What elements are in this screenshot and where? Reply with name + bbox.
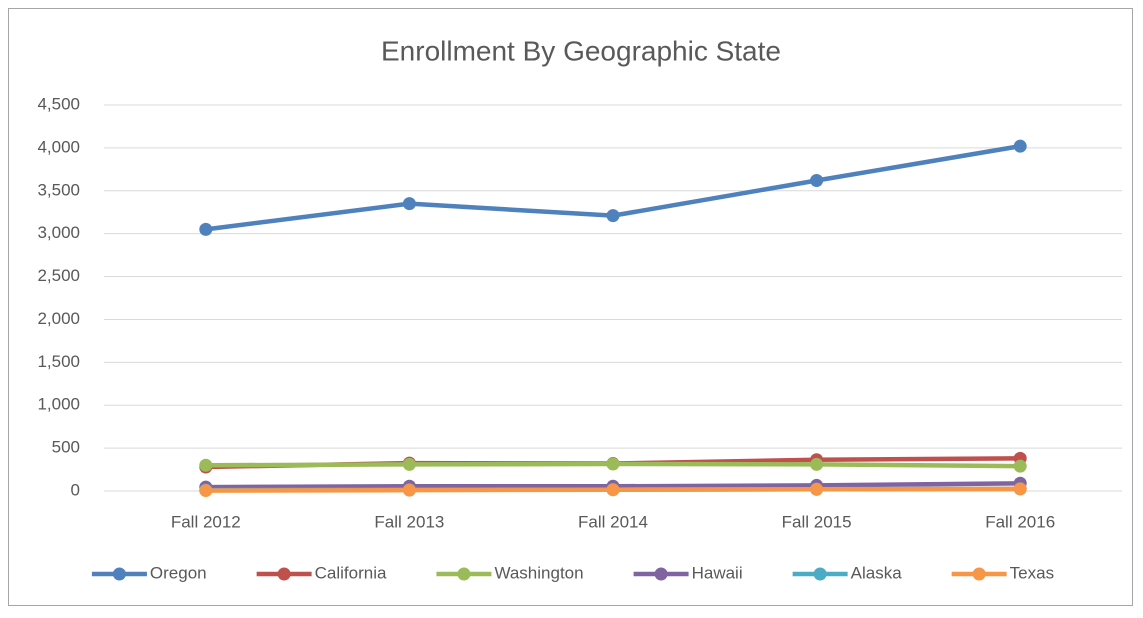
y-tick-label: 4,500 [37, 94, 80, 113]
legend-marker [813, 567, 827, 581]
x-tick-label: Fall 2012 [171, 512, 241, 531]
legend-item: Texas [951, 563, 1054, 582]
y-tick-label: 2,500 [37, 266, 80, 285]
legend-item: Alaska [792, 563, 903, 582]
data-point [1013, 139, 1027, 153]
y-tick-label: 1,500 [37, 352, 80, 371]
legend-marker [277, 567, 291, 581]
data-point [199, 458, 213, 472]
y-tick-label: 0 [71, 480, 80, 499]
chart-border [8, 8, 1133, 606]
legend-item: California [256, 563, 387, 582]
data-point [402, 457, 416, 471]
legend-label: Hawaii [692, 563, 743, 582]
legend-label: Oregon [150, 563, 207, 582]
data-point [606, 483, 620, 497]
x-tick-label: Fall 2014 [578, 512, 648, 531]
legend-label: Texas [1010, 563, 1054, 582]
data-point [810, 457, 824, 471]
x-tick-label: Fall 2013 [374, 512, 444, 531]
data-point [606, 209, 620, 223]
data-point [402, 483, 416, 497]
legend-marker [972, 567, 986, 581]
y-tick-label: 500 [52, 438, 80, 457]
legend-label: California [315, 563, 387, 582]
y-tick-label: 3,000 [37, 223, 80, 242]
data-point [1013, 482, 1027, 496]
legend-marker [457, 567, 471, 581]
x-tick-label: Fall 2016 [985, 512, 1055, 531]
x-tick-label: Fall 2015 [782, 512, 852, 531]
data-point [606, 457, 620, 471]
legend-label: Washington [494, 563, 583, 582]
data-point [199, 484, 213, 498]
legend-item: Oregon [91, 563, 207, 582]
legend-marker [654, 567, 668, 581]
data-point [810, 173, 824, 187]
data-point [810, 482, 824, 496]
y-tick-label: 1,000 [37, 395, 80, 414]
data-point [1013, 459, 1027, 473]
chart-title: Enrollment By Geographic State [381, 35, 781, 66]
legend-item: Hawaii [633, 563, 743, 582]
y-tick-label: 4,000 [37, 137, 80, 156]
y-tick-label: 3,500 [37, 180, 80, 199]
legend-item: Washington [436, 563, 584, 582]
legend-label: Alaska [851, 563, 903, 582]
data-point [199, 222, 213, 236]
data-point [402, 197, 416, 211]
y-tick-label: 2,000 [37, 309, 80, 328]
legend-marker [112, 567, 126, 581]
